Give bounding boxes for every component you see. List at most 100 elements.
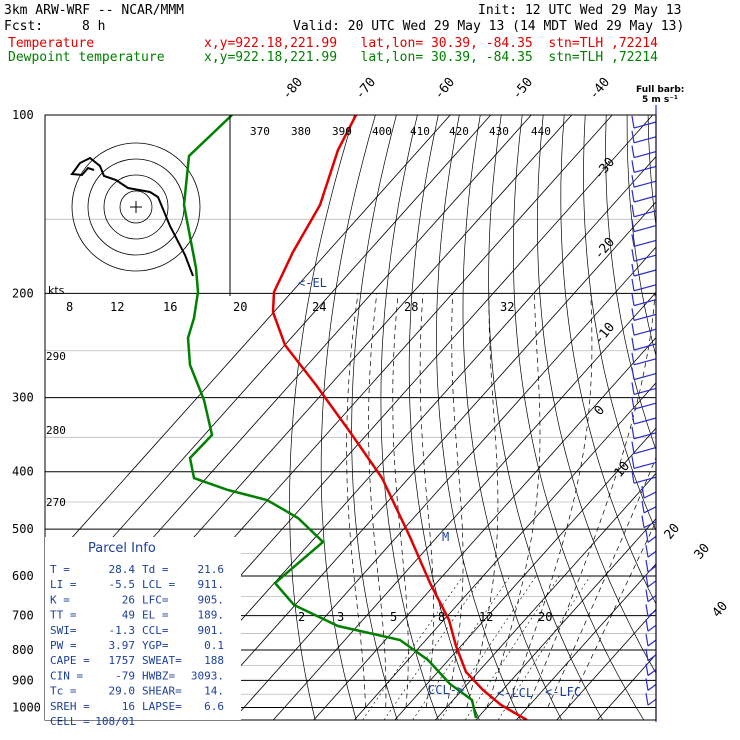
pressure-tick-label: 200: [12, 286, 34, 300]
dry-adiabat-line: [560, 115, 656, 605]
wind-barb: [647, 550, 657, 558]
parcel-info-value: SREH =: [50, 700, 90, 713]
wind-barb-flag: [645, 574, 649, 587]
wind-barb: [647, 669, 657, 677]
mixing-ratio-label: 3: [337, 610, 344, 624]
wind-barb: [647, 535, 657, 543]
parcel-info-value: 188: [204, 654, 224, 667]
theta-label: 390: [332, 125, 352, 138]
temperature-profile: [271, 115, 528, 720]
isotherm-tick-label: 30: [692, 541, 714, 563]
wind-barb-flag: [645, 604, 649, 617]
wind-barb-flag: [641, 485, 645, 499]
parcel-info-value: LCL =: [142, 578, 175, 591]
wind-barb: [633, 269, 657, 277]
isotherm-line: [191, 201, 656, 720]
wind-barb: [633, 210, 657, 218]
mixing-ratio-label: 12: [479, 610, 493, 624]
mixing-ratio-line: [362, 575, 464, 720]
parcel-info-value: Td =: [142, 563, 169, 576]
parcel-info-value: 901.: [198, 624, 225, 637]
theta-e-label: 290: [46, 350, 66, 363]
mixing-ratio-label: 8: [438, 610, 445, 624]
wind-barb-flag: [631, 337, 635, 351]
dry-adiabat-line: [711, 115, 740, 720]
temperature-legend: Temperature: [8, 36, 95, 51]
isotherm-line: [434, 472, 656, 720]
mixing-ratio-line: [440, 575, 537, 720]
moist-adiabat-line: [506, 293, 593, 708]
parcel-info-value: 3.97: [109, 639, 136, 652]
wind-barb: [633, 284, 657, 292]
wind-barb: [647, 639, 657, 647]
theta-e-label: 270: [46, 496, 66, 509]
wind-barb: [633, 476, 657, 484]
parcel-info-value: SWEAT=: [142, 654, 182, 667]
wind-barb: [633, 402, 657, 410]
wind-barb-flag: [645, 633, 649, 647]
moist-adiabat-line: [346, 293, 366, 708]
parcel-info-value: TT =: [50, 609, 77, 622]
parcel-info-value: CAPE =: [50, 654, 90, 667]
dry-adiabat-line: [537, 115, 656, 674]
moist-adiabat-line: [527, 293, 656, 708]
parcel-info-value: SWI=: [50, 624, 77, 637]
isotherm-tick-label: -60: [432, 75, 459, 103]
wind-barb-flag: [631, 352, 635, 365]
parcel-info-value: 49: [122, 609, 135, 622]
wind-barb-flag: [631, 426, 635, 439]
parcel-info-title: Parcel Info: [88, 541, 156, 556]
wind-barb-flag: [631, 293, 635, 306]
isotherm-tick-label: -50: [510, 75, 537, 103]
parcel-info-value: 0.1: [204, 639, 224, 652]
parcel-info-value: LAPSE=: [142, 700, 182, 713]
hodograph-ring: [103, 174, 169, 240]
theta-label: 420: [449, 125, 469, 138]
wind-barb-flag: [631, 249, 635, 262]
wind-barb: [633, 373, 657, 381]
ccl-marker: CCL->: [428, 683, 464, 697]
forecast-hour: 8 h: [82, 19, 106, 34]
wind-barb-flag: [631, 382, 635, 395]
wind-barb: [643, 506, 657, 514]
wind-barb: [633, 447, 657, 455]
lcl-marker: <-LCL: [497, 686, 533, 700]
pressure-tick-label: 900: [12, 673, 34, 687]
wind-barb: [647, 609, 657, 617]
theta-label: 440: [531, 125, 551, 138]
init-time: Init: 12 UTC Wed 29 May 13: [478, 3, 682, 18]
hodograph-tick-label: 20: [233, 300, 247, 314]
parcel-info-value: 28.4: [109, 563, 136, 576]
wind-barb: [633, 387, 657, 395]
parcel-info-value: CELL =: [50, 715, 90, 728]
parcel-info-value: 6.6: [204, 700, 224, 713]
pressure-tick-label: 400: [12, 465, 34, 479]
parcel-info-value: CIN =: [50, 669, 83, 682]
pressure-tick-label: 700: [12, 609, 34, 623]
moist-adiabat-line: [392, 293, 409, 708]
dry-adiabat-line: [351, 115, 398, 720]
hodograph-tick-label: 32: [500, 300, 514, 314]
isotherm-tick-label: 0: [592, 403, 609, 419]
theta-label: 400: [372, 125, 392, 138]
wind-barb: [647, 698, 657, 706]
wind-barb: [633, 121, 657, 129]
dry-adiabat-line: [436, 115, 521, 720]
theta-label: 410: [410, 125, 430, 138]
pressure-tick-label: 800: [12, 643, 34, 657]
theta-e-label: 280: [46, 424, 66, 437]
wind-barb-flag: [645, 693, 649, 706]
moist-adiabat-line: [567, 520, 656, 708]
parcel-info-value: HWBZ=: [142, 669, 175, 682]
isotherm-line: [45, 115, 492, 614]
wind-barb-flag: [645, 678, 649, 691]
wind-barb: [633, 299, 657, 307]
forecast-label: Fcst:: [4, 19, 44, 34]
wind-barb-flag: [631, 263, 635, 277]
theta-label: 370: [250, 125, 270, 138]
wind-barb: [647, 595, 657, 603]
isotherm-line: [313, 337, 656, 720]
mixing-ratio-label: 20: [538, 610, 552, 624]
dry-adiabat-line: [626, 115, 656, 358]
wind-barb-flag: [631, 397, 635, 410]
